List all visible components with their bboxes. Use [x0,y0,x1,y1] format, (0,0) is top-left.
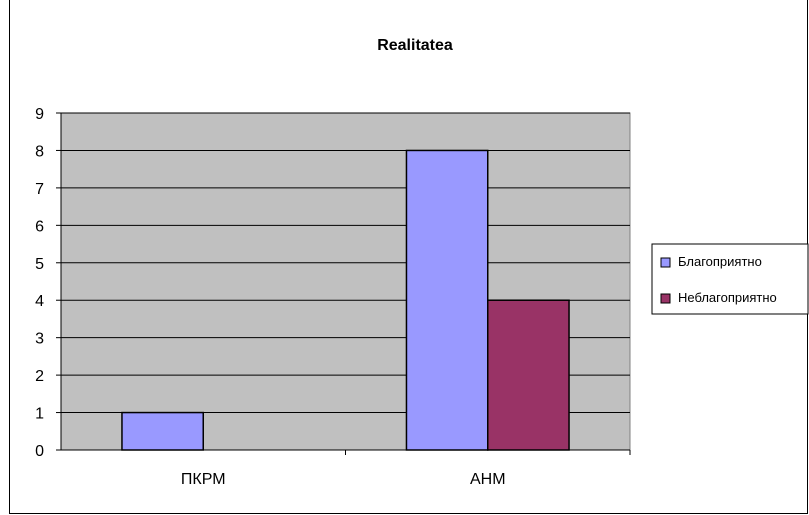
y-tick-label: 6 [35,218,44,235]
y-tick-label: 5 [35,256,44,273]
y-tick-label: 4 [35,293,44,310]
y-tick-label: 0 [35,443,44,460]
legend-label: Неблагоприятно [678,290,777,305]
y-tick-label: 1 [35,406,44,423]
plot-area: 0 1 2 3 4 5 6 7 8 9 ПКРМ АНМ [35,106,631,488]
bar-favorable-1 [405,149,489,451]
y-tick-label: 2 [35,368,44,385]
legend: Благоприятно Неблагоприятно [651,243,809,315]
legend-swatch [660,293,671,304]
chart-title: Realitatea [377,37,453,54]
bar-favorable-0 [121,411,204,451]
legend-swatch [660,257,671,268]
bar-unfavorable-1 [487,299,570,451]
x-tick-label: АНМ [470,471,506,488]
legend-box [651,243,809,315]
y-tick-label: 8 [35,143,44,160]
legend-label: Благоприятно [678,254,762,269]
y-tick-label: 3 [35,331,44,348]
y-tick-label: 9 [35,106,44,123]
y-tick-label: 7 [35,181,44,198]
x-tick-label: ПКРМ [181,471,226,488]
